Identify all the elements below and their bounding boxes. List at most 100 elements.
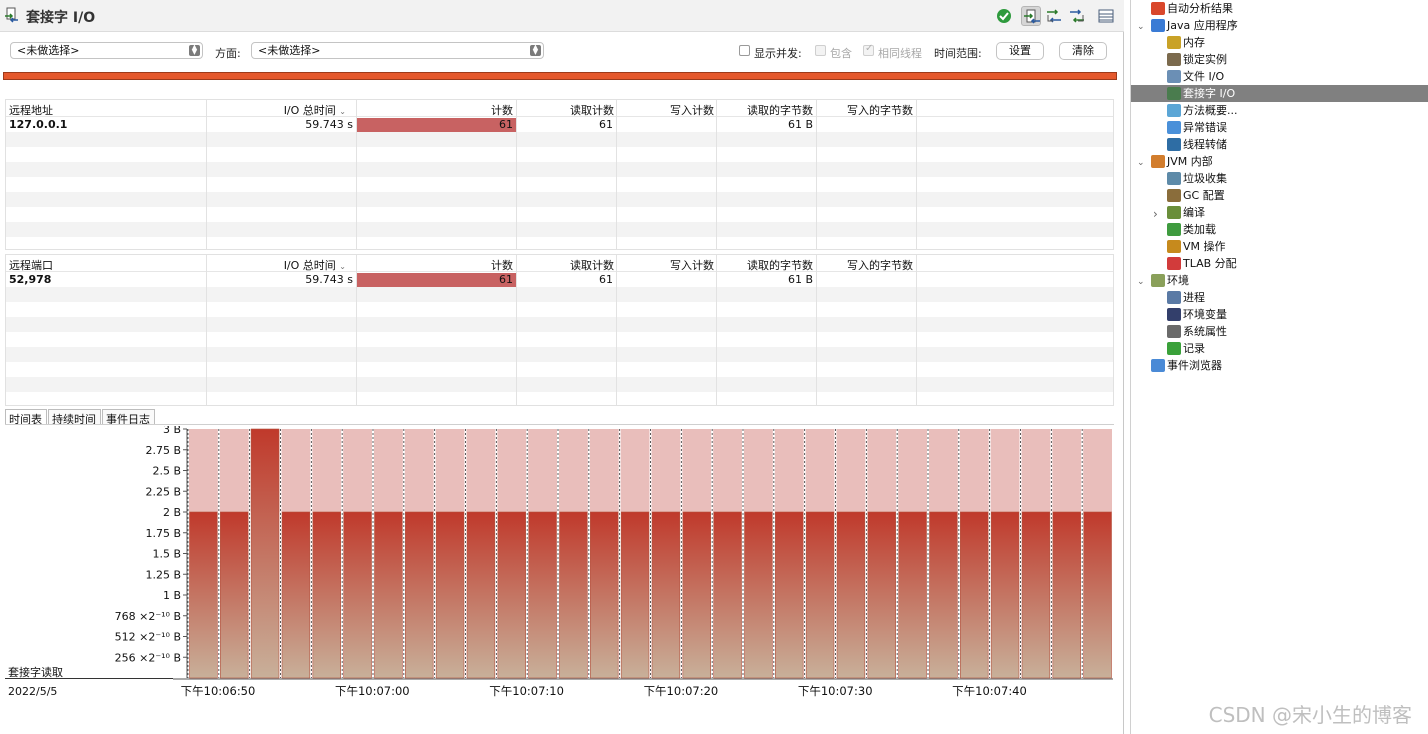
chart-band bbox=[312, 429, 342, 512]
x-tick-label: 下午10:07:10 bbox=[489, 684, 564, 698]
column-header[interactable]: 读取的字节数 bbox=[747, 259, 813, 272]
socket-read-chart[interactable]: 3 B 2.75 B 2.5 B 2.25 B 2 B 1.75 B 1.5 B 1.25 B… bbox=[0, 426, 1124, 700]
write-direction-icon[interactable] bbox=[1067, 6, 1087, 26]
cell-total-time: 59.743 s bbox=[305, 273, 353, 286]
chevron-down-icon[interactable]: ⌄ bbox=[1137, 158, 1145, 168]
y-tick-label: 3 B bbox=[163, 426, 181, 436]
table-row-empty bbox=[6, 162, 1113, 177]
chart-bar bbox=[189, 511, 218, 679]
y-tick-label: 1.75 B bbox=[145, 527, 181, 540]
page-title: 套接字 I/O bbox=[26, 10, 96, 26]
aspect-select[interactable]: <未做选择> ▲ ▼ bbox=[251, 42, 544, 59]
table-row[interactable]: 127.0.0.1 59.743 s 61 61 61 B bbox=[6, 117, 1113, 132]
chart-bar bbox=[713, 511, 742, 679]
column-header[interactable]: 读取计数 bbox=[570, 259, 614, 272]
cell-read-count: 61 bbox=[599, 118, 613, 131]
chevron-right-icon[interactable]: › bbox=[1153, 207, 1158, 221]
table-row-empty bbox=[6, 147, 1113, 162]
chart-bar bbox=[466, 511, 496, 679]
cell-count: 61 bbox=[499, 118, 513, 131]
env-vars-icon bbox=[1167, 308, 1181, 321]
chevron-down-icon[interactable]: ⌄ bbox=[1137, 277, 1145, 287]
column-header[interactable]: 写入的字节数 bbox=[847, 259, 913, 272]
table-row-empty bbox=[6, 332, 1113, 347]
environment-icon bbox=[1151, 274, 1165, 287]
check-icon[interactable] bbox=[994, 6, 1014, 26]
read-direction-icon[interactable] bbox=[1044, 6, 1064, 26]
chart-bar bbox=[1021, 511, 1051, 679]
y-tick-label: 2.75 B bbox=[145, 444, 181, 457]
table-row-empty bbox=[6, 222, 1113, 237]
compile-icon bbox=[1167, 206, 1181, 219]
chart-bar bbox=[312, 511, 341, 679]
chart-band bbox=[620, 429, 650, 512]
set-button[interactable]: 设置 bbox=[996, 42, 1044, 60]
column-divider bbox=[206, 255, 207, 405]
table-row-empty bbox=[6, 287, 1113, 302]
chart-bar bbox=[744, 511, 773, 679]
table-row[interactable]: 52,978 59.743 s 61 61 61 B bbox=[6, 272, 1113, 287]
chart-band bbox=[836, 429, 866, 512]
x-tick-label: 下午10:07:20 bbox=[644, 684, 719, 698]
column-header[interactable]: I/O 总时间 ⌄ bbox=[283, 259, 346, 272]
chart-bar bbox=[590, 511, 619, 679]
cell-read-bytes: 61 B bbox=[787, 118, 813, 131]
cell-count: 61 bbox=[499, 273, 513, 286]
watermark: CSDN @宋小生的博客 bbox=[1208, 703, 1412, 727]
column-header[interactable]: I/O 总时间 ⌄ bbox=[283, 104, 346, 117]
x-tick-label: 下午10:07:40 bbox=[952, 684, 1027, 698]
tree-item[interactable]: 套接字 I/O bbox=[1131, 85, 1428, 102]
cell-read-count: 61 bbox=[599, 273, 613, 286]
chart-bar bbox=[435, 511, 465, 679]
column-header[interactable]: 写入的字节数 bbox=[847, 104, 913, 117]
column-header[interactable]: 读取的字节数 bbox=[747, 104, 813, 117]
column-divider bbox=[516, 255, 517, 405]
table-row-empty bbox=[6, 237, 1113, 252]
column-divider bbox=[716, 100, 717, 249]
column-header[interactable]: 远程地址 bbox=[9, 104, 53, 117]
chart-bar bbox=[836, 511, 866, 679]
chart-bar bbox=[559, 511, 588, 679]
method-profiling-icon bbox=[1167, 104, 1181, 117]
column-header[interactable]: 远程端口 bbox=[9, 259, 53, 272]
chart-band bbox=[497, 429, 527, 512]
chart-bar bbox=[929, 511, 958, 679]
table-row-empty bbox=[6, 392, 1113, 407]
tree-item-label: 垃圾收集 bbox=[1183, 172, 1227, 185]
chart-bar bbox=[960, 511, 989, 679]
tab-duration[interactable]: 持续时间 bbox=[48, 409, 101, 426]
tlab-icon bbox=[1167, 257, 1181, 270]
table-header: 远程端口 I/O 总时间 ⌄ 计数 读取计数 写入计数 读取的字节数 写入的字节… bbox=[6, 255, 1113, 272]
show-concurrent-checkbox[interactable] bbox=[739, 45, 750, 56]
time-range-bar[interactable] bbox=[3, 72, 1117, 80]
column-header[interactable]: 读取计数 bbox=[570, 104, 614, 117]
table-view-icon[interactable] bbox=[1096, 6, 1116, 26]
time-range-label: 时间范围: bbox=[934, 47, 982, 60]
aspect-label: 方面: bbox=[215, 47, 241, 60]
x-tick-label: 下午10:07:00 bbox=[335, 684, 410, 698]
column-header[interactable]: 写入计数 bbox=[670, 104, 714, 117]
vm-ops-icon bbox=[1167, 240, 1181, 253]
chart-band bbox=[435, 429, 465, 512]
sort-chevron-icon: ⌄ bbox=[339, 262, 346, 271]
filter-bar: <未做选择> ▲▼ 方面: <未做选择> ▲▼ 显示并发: 包含 相同线程 时间… bbox=[0, 36, 1124, 62]
chevron-down-icon[interactable]: ⌄ bbox=[1137, 22, 1145, 32]
column-divider bbox=[616, 100, 617, 249]
tab-timeline[interactable]: 时间表 bbox=[5, 409, 47, 426]
tree-item-label: 进程 bbox=[1183, 291, 1205, 304]
column-header[interactable]: 计数 bbox=[491, 259, 513, 272]
chart-band bbox=[528, 429, 557, 512]
column-header[interactable]: 写入计数 bbox=[670, 259, 714, 272]
class-loading-icon bbox=[1167, 223, 1181, 236]
cell-total-time: 59.743 s bbox=[305, 118, 353, 131]
attribute-select[interactable]: <未做选择> ▲ ▼ bbox=[10, 42, 203, 59]
chart-bar bbox=[528, 511, 557, 679]
contains-checkbox[interactable] bbox=[815, 45, 826, 56]
both-directions-icon[interactable] bbox=[1021, 6, 1041, 26]
clear-button[interactable]: 清除 bbox=[1059, 42, 1107, 60]
tab-event-log[interactable]: 事件日志 bbox=[102, 409, 155, 426]
navigation-tree: 自动分析结果 Java 应用程序 ⌄ 内存 锁定实例 文件 I/O 套接字 I/O 方法概要.… bbox=[1130, 0, 1428, 734]
same-thread-checkbox[interactable] bbox=[863, 43, 874, 56]
column-header[interactable]: 计数 bbox=[491, 104, 513, 117]
file-io-icon bbox=[1167, 70, 1181, 83]
